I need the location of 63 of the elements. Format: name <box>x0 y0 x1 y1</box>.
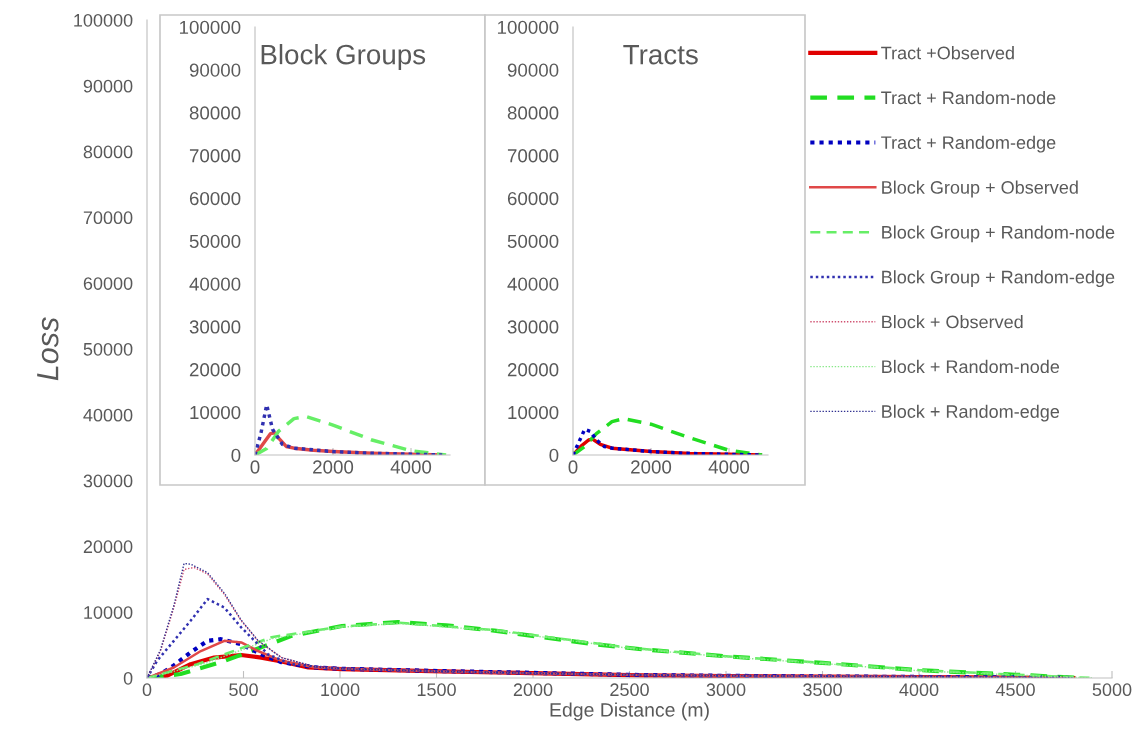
y-tick-label: 0 <box>549 448 559 462</box>
y-tick-label: 30000 <box>507 320 559 334</box>
x-tick-label: 1000 <box>321 683 360 697</box>
y-tick-label: 40000 <box>507 277 559 291</box>
x-tick-label: 0 <box>250 460 260 474</box>
text: Block Groups <box>261 44 426 70</box>
legend-label: Block Group + Random-node <box>882 225 1115 243</box>
x-axis-title: Edge Distance (m) <box>550 702 709 721</box>
x-tick-label: 5000 <box>1092 683 1132 697</box>
y-axis-title: Loss <box>37 317 59 381</box>
legend-label: Block + Observed <box>882 315 1023 329</box>
x-tick-label: 2000 <box>513 683 553 697</box>
y-tick-label: 100000 <box>179 20 241 34</box>
y-tick-label: 60000 <box>189 191 241 206</box>
x-tick-label: 4000 <box>708 460 750 474</box>
y-tick-label: 60000 <box>83 277 133 290</box>
x-tick-label: 4500 <box>995 683 1035 697</box>
legend-label: Block Group + Random-edge <box>882 270 1115 288</box>
y-tick-label: 90000 <box>189 63 241 77</box>
y-tick-label: 60000 <box>507 191 559 206</box>
x-tick-label: 2000 <box>313 460 354 474</box>
y-tick-label: 100000 <box>497 20 559 34</box>
x-tick-label: 0 <box>142 683 152 697</box>
chart-title: Tracts <box>623 45 698 65</box>
y-tick-label: 10000 <box>190 405 241 420</box>
legend-label: Block + Random-node <box>882 359 1060 374</box>
x-tick-label: 4000 <box>390 460 432 474</box>
y-tick-label: 10000 <box>84 606 133 619</box>
y-tick-label: 20000 <box>83 540 133 554</box>
y-tick-label: 80000 <box>507 106 559 120</box>
y-tick-label: 100000 <box>74 13 133 27</box>
y-tick-label: 80000 <box>83 145 133 159</box>
x-tick-label: 4000 <box>899 683 939 697</box>
legend-label: Tract + Random-node <box>881 90 1056 105</box>
y-tick-label: 50000 <box>189 234 241 248</box>
x-tick-label: 2000 <box>631 460 672 474</box>
x-tick-label: 2500 <box>610 683 649 697</box>
y-tick-label: 40000 <box>83 408 133 422</box>
legend-label: Block Group + Observed <box>882 180 1078 198</box>
y-tick-label: 80000 <box>189 106 241 120</box>
x-tick-label: 1500 <box>417 683 456 697</box>
x-tick-label: 0 <box>568 460 578 474</box>
y-tick-label: 70000 <box>83 211 133 225</box>
y-tick-label: 30000 <box>189 320 241 334</box>
y-tick-label: 70000 <box>507 149 559 163</box>
y-tick-label: 90000 <box>507 63 559 77</box>
y-tick-label: 30000 <box>83 474 133 488</box>
y-tick-label: 50000 <box>507 234 559 248</box>
y-tick-label: 20000 <box>507 363 559 377</box>
legend-label: Tract + Random-edge <box>881 135 1056 153</box>
x-tick-label: 500 <box>229 683 258 697</box>
legend-label: Block + Random-edge <box>882 404 1060 422</box>
y-tick-label: 20000 <box>189 363 241 377</box>
y-tick-label: 50000 <box>83 342 133 356</box>
y-tick-label: 0 <box>231 448 241 462</box>
y-tick-label: 10000 <box>508 405 559 420</box>
y-tick-label: 70000 <box>189 149 241 163</box>
y-tick-label: 0 <box>123 671 133 685</box>
y-tick-label: 40000 <box>189 277 241 291</box>
y-tick-label: 90000 <box>83 79 133 93</box>
x-tick-label: 3000 <box>706 683 746 697</box>
legend-label: Tract +Observed <box>881 46 1014 60</box>
x-tick-label: 3500 <box>803 683 842 697</box>
